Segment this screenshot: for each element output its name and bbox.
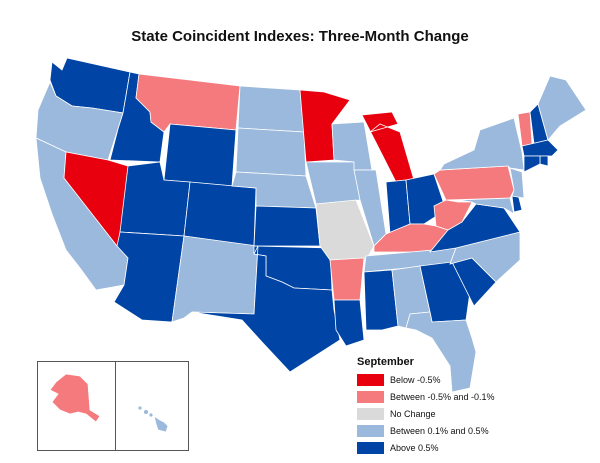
state-NM xyxy=(171,235,259,323)
alaska-hawaii-inset xyxy=(37,361,189,451)
state-HI-islet-3 xyxy=(148,412,154,418)
state-NJ xyxy=(509,167,525,199)
legend-swatch-no-change xyxy=(357,407,384,420)
state-WY xyxy=(163,123,237,187)
legend-swatch-neg-0-5-to-neg-0-1 xyxy=(357,390,384,403)
state-MS xyxy=(363,269,399,331)
legend-label: No Change xyxy=(390,408,436,419)
legend-swatch-above-0-5 xyxy=(357,441,384,454)
legend-item: No Change xyxy=(357,406,557,421)
state-MA xyxy=(521,139,559,157)
state-LA xyxy=(333,299,365,347)
legend-swatch-0-1-to-0-5 xyxy=(357,424,384,437)
state-HI xyxy=(153,415,169,433)
state-HI-islet-2 xyxy=(143,409,149,415)
state-AK xyxy=(49,373,101,423)
legend-item: Above 0.5% xyxy=(357,440,557,455)
state-FL xyxy=(405,311,477,393)
legend-label: Between 0.1% and 0.5% xyxy=(390,425,489,436)
state-SD xyxy=(235,127,307,177)
map-title: State Coincident Indexes: Three-Month Ch… xyxy=(131,28,469,45)
state-MT xyxy=(135,73,241,133)
inset-svg xyxy=(49,373,169,433)
legend-label: Between -0.5% and -0.1% xyxy=(390,391,495,402)
state-KS xyxy=(253,205,321,247)
legend-title: September xyxy=(357,356,414,368)
state-TX xyxy=(191,245,341,373)
state-VT xyxy=(517,111,533,147)
legend-label: Above 0.5% xyxy=(390,442,439,453)
state-HI-islet-1 xyxy=(137,405,143,411)
map-legend: September Below -0.5% Between -0.5% and … xyxy=(357,356,557,457)
inset-divider xyxy=(115,362,116,450)
state-CT xyxy=(523,155,541,173)
legend-label: Below -0.5% xyxy=(390,374,441,385)
state-IA xyxy=(305,161,361,205)
state-PA xyxy=(433,165,515,201)
legend-swatch-below-neg-0-5 xyxy=(357,373,384,386)
state-ND xyxy=(237,85,305,133)
state-NY xyxy=(439,117,525,171)
state-ME xyxy=(537,75,587,141)
legend-item: Below -0.5% xyxy=(357,372,557,387)
legend-item: Between -0.5% and -0.1% xyxy=(357,389,557,404)
state-RI xyxy=(539,155,549,167)
legend-item: Between 0.1% and 0.5% xyxy=(357,423,557,438)
state-AR xyxy=(329,257,365,301)
state-CO xyxy=(183,181,257,247)
